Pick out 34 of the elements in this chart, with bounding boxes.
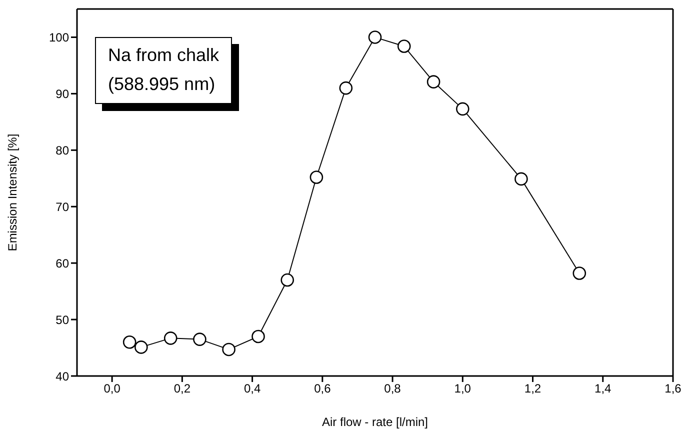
y-axis-title: Emission Intensity [%] (5, 134, 20, 252)
y-tick-label: 80 (56, 143, 70, 158)
point (310, 170, 324, 184)
y-tick-label: 70 (56, 200, 70, 214)
y-tick-label: 60 (56, 256, 70, 270)
point (122, 335, 136, 349)
x-tick-label: 1,6 (664, 382, 682, 396)
point (572, 266, 586, 280)
y-tick-label: 90 (56, 86, 70, 101)
point (426, 75, 440, 88)
x-tick-label: 0,8 (384, 382, 402, 396)
x-tick-label: 1,2 (524, 382, 542, 396)
x-tick-label: 0,0 (104, 382, 121, 396)
x-tick-label: 1,4 (594, 382, 612, 396)
point (368, 30, 382, 44)
y-tick-label: 50 (56, 312, 70, 327)
point (164, 332, 178, 345)
point (252, 330, 265, 344)
point (339, 81, 353, 95)
x-tick-label: 1,0 (454, 382, 472, 396)
point (456, 102, 470, 116)
y-tick-label: 100 (48, 30, 70, 44)
point (193, 332, 206, 346)
x-tick-label: 0,2 (174, 382, 191, 396)
point (280, 273, 294, 287)
point (134, 340, 148, 354)
point (222, 342, 236, 356)
point (397, 40, 411, 53)
annotation: Na from chalk (588.995 nm) (95, 37, 232, 104)
point (514, 172, 528, 186)
x-axis-title: Air flow - rate [l/min] (322, 415, 428, 429)
x-tick-label: 0,4 (244, 382, 261, 396)
y-tick-label: 40 (56, 369, 70, 384)
x-tick-label: 0,6 (314, 382, 332, 396)
